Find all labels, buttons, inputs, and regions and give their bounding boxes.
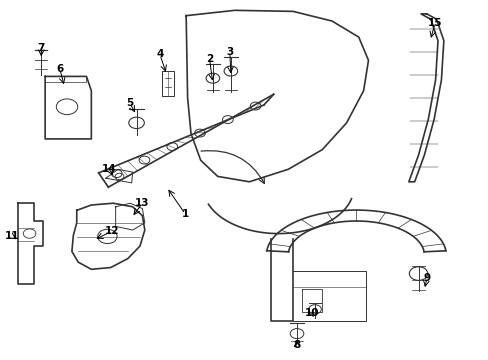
- Text: 1: 1: [181, 209, 188, 219]
- Text: 3: 3: [226, 48, 233, 58]
- Text: 6: 6: [56, 64, 63, 73]
- Text: 4: 4: [156, 49, 163, 59]
- Text: 7: 7: [38, 43, 45, 53]
- Text: 8: 8: [293, 341, 300, 350]
- Text: 12: 12: [105, 226, 119, 236]
- Text: 15: 15: [427, 18, 442, 28]
- Text: 2: 2: [205, 54, 213, 64]
- Text: 13: 13: [135, 198, 149, 208]
- Text: 11: 11: [5, 231, 20, 242]
- Text: 9: 9: [423, 273, 429, 283]
- Text: 14: 14: [102, 163, 117, 174]
- Text: 5: 5: [126, 98, 133, 108]
- Text: 10: 10: [304, 308, 318, 318]
